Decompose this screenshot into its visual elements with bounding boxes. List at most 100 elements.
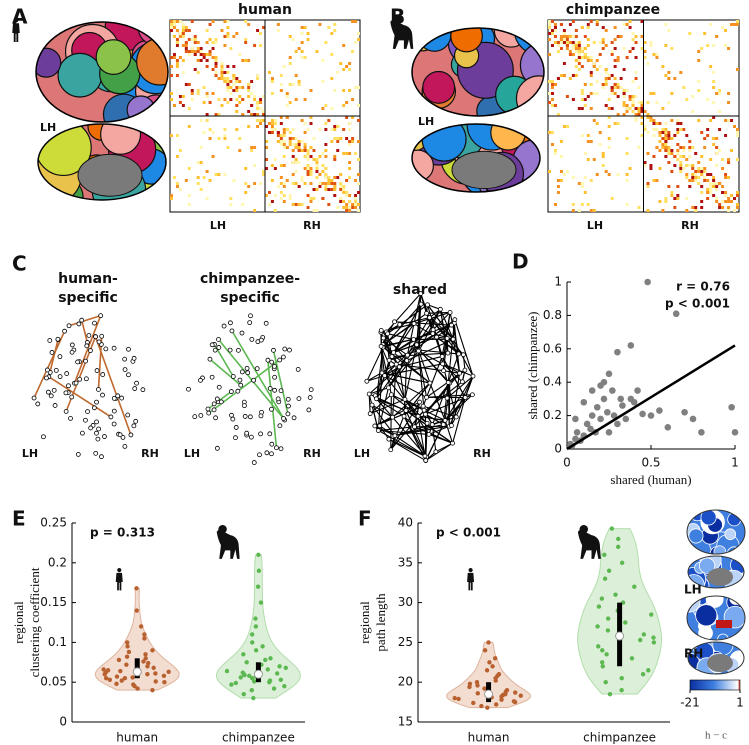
matrix-cell bbox=[294, 170, 298, 173]
point bbox=[646, 668, 651, 673]
network-node bbox=[63, 408, 69, 414]
matrix-cell bbox=[205, 119, 209, 122]
point bbox=[606, 568, 612, 573]
network-node bbox=[92, 320, 97, 326]
network-node bbox=[96, 387, 101, 392]
point bbox=[627, 342, 635, 349]
matrix-cell bbox=[580, 182, 584, 185]
matrix-cell bbox=[658, 140, 662, 143]
label: shared (chimpanzee) bbox=[525, 312, 540, 420]
matrix-cell bbox=[706, 128, 710, 131]
point bbox=[607, 691, 613, 697]
network-node bbox=[85, 409, 90, 415]
matrix-cell bbox=[562, 35, 566, 38]
network-edge bbox=[368, 394, 371, 414]
label: chimpanzee bbox=[222, 731, 295, 745]
matrix-cell bbox=[664, 131, 668, 134]
matrix-cell bbox=[625, 203, 629, 206]
matrix-cell bbox=[267, 203, 271, 206]
matrix-cell bbox=[214, 71, 218, 74]
matrix-cell bbox=[649, 167, 653, 170]
matrix-cell bbox=[571, 203, 575, 206]
matrix-cell bbox=[592, 92, 596, 95]
label: 0.2 bbox=[48, 555, 67, 569]
point bbox=[609, 526, 615, 531]
matrix-cell bbox=[306, 173, 310, 176]
matrix-cell bbox=[303, 182, 307, 185]
point bbox=[143, 656, 148, 661]
matrix-cell bbox=[736, 203, 739, 206]
point bbox=[274, 671, 280, 676]
matrix-cell bbox=[610, 53, 614, 56]
matrix-cell bbox=[205, 53, 209, 56]
matrix-cell bbox=[736, 20, 739, 23]
matrix-cell bbox=[309, 122, 313, 125]
matrix-cell bbox=[205, 41, 209, 44]
matrix-cell bbox=[309, 200, 313, 203]
brain-outline bbox=[411, 123, 541, 193]
point bbox=[731, 429, 739, 436]
matrix-cell bbox=[679, 167, 683, 170]
matrix-cell bbox=[235, 104, 239, 107]
matrix-cell bbox=[679, 155, 683, 158]
matrix-cell bbox=[342, 89, 346, 92]
matrix-cell bbox=[580, 47, 584, 50]
matrix-cell bbox=[170, 134, 173, 137]
matrix-cell bbox=[736, 128, 739, 131]
matrix-cell bbox=[226, 83, 230, 86]
matrix-cell bbox=[273, 209, 277, 212]
matrix-cell bbox=[595, 80, 599, 83]
matrix-cell bbox=[697, 89, 701, 92]
matrix-cell bbox=[568, 23, 572, 26]
matrix-cell bbox=[172, 53, 176, 56]
network-node bbox=[277, 357, 283, 363]
matrix-cell bbox=[628, 50, 632, 53]
matrix-cell bbox=[622, 113, 626, 116]
matrix-cell bbox=[673, 77, 677, 80]
brain-region bbox=[417, 28, 452, 52]
matrix-cell bbox=[354, 197, 358, 200]
matrix-cell bbox=[351, 50, 355, 53]
matrix-cell bbox=[178, 32, 182, 35]
matrix-cell bbox=[190, 20, 194, 23]
network-node bbox=[274, 445, 279, 451]
matrix-cell bbox=[267, 131, 271, 134]
network-node bbox=[423, 458, 429, 463]
network-node bbox=[389, 354, 395, 359]
matrix-cell bbox=[571, 74, 575, 77]
matrix-cell bbox=[297, 161, 301, 164]
matrix-cell bbox=[223, 173, 227, 176]
matrix-cell bbox=[586, 203, 590, 206]
matrix-cell bbox=[324, 167, 328, 170]
matrix-cell bbox=[259, 98, 263, 101]
point bbox=[134, 608, 140, 613]
matrix-cell bbox=[223, 77, 227, 80]
matrix-cell bbox=[556, 191, 560, 194]
matrix-cell bbox=[196, 182, 200, 185]
network-node bbox=[228, 389, 234, 394]
label: human bbox=[238, 2, 292, 18]
point bbox=[583, 420, 591, 428]
matrix-cell bbox=[574, 41, 578, 44]
matrix-cell bbox=[577, 56, 581, 59]
point bbox=[600, 395, 608, 403]
matrix-cell bbox=[193, 41, 197, 44]
matrix-cell bbox=[321, 197, 325, 200]
matrix-cell bbox=[622, 101, 626, 104]
matrix-cell bbox=[718, 203, 722, 206]
matrix-cell bbox=[712, 80, 716, 83]
matrix-cell bbox=[220, 68, 224, 71]
matrix-cell bbox=[715, 35, 719, 38]
network-node bbox=[257, 452, 262, 458]
matrix-cell bbox=[616, 173, 620, 176]
matrix-cell bbox=[697, 176, 701, 179]
matrix-cell bbox=[297, 146, 301, 149]
matrix-cell bbox=[637, 146, 641, 149]
matrix-cell bbox=[184, 179, 188, 182]
matrix-cell bbox=[556, 113, 560, 116]
matrix-cell bbox=[262, 173, 265, 176]
matrix-cell bbox=[244, 191, 248, 194]
point bbox=[250, 640, 255, 645]
matrix-cell bbox=[238, 101, 242, 104]
human-icon bbox=[12, 18, 20, 42]
